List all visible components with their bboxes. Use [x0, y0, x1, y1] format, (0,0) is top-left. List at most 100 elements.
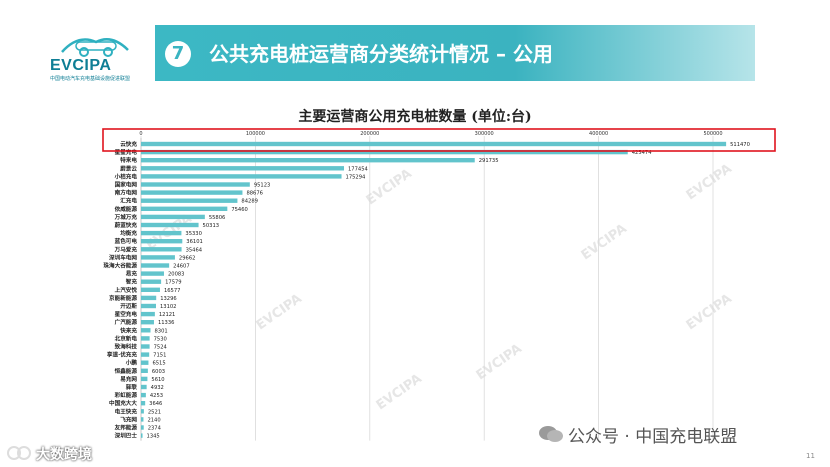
category-label: 驿联: [126, 383, 138, 391]
value-label: 36101: [186, 239, 203, 245]
bar: [141, 433, 143, 438]
wechat-account: 公众号 · 中国充电联盟: [568, 427, 738, 447]
bar: [141, 328, 151, 333]
source-mark: 大数跨境: [36, 447, 92, 463]
category-label: 电王快充: [115, 407, 138, 415]
value-label: 175294: [346, 174, 367, 180]
value-label: 95123: [254, 183, 271, 189]
bar: [141, 384, 147, 390]
x-tick-label: 200000: [360, 131, 379, 137]
category-label: 蔚蓝快充: [115, 221, 138, 229]
value-label: 13296: [160, 296, 177, 302]
category-label: 小鹏: [126, 359, 138, 367]
bar: [141, 222, 199, 228]
bar: [141, 344, 150, 349]
category-label: 均衡充: [120, 229, 137, 237]
x-tick-label: 500000: [703, 131, 722, 137]
bar: [141, 158, 475, 163]
category-label: 星空充电: [115, 310, 138, 318]
value-label: 177454: [348, 166, 369, 172]
category-label: 快来充: [120, 326, 137, 334]
bar: [141, 401, 146, 406]
section-number-badge: 7: [165, 41, 191, 67]
value-label: 511470: [730, 142, 750, 148]
category-label: 友邦能源: [115, 424, 138, 432]
bar: [141, 352, 150, 357]
value-label: 1345: [147, 434, 160, 440]
bar: [141, 198, 238, 203]
bar: [141, 311, 155, 317]
logo-subtitle: 中国电动汽车充电基础设施促进联盟: [50, 76, 131, 82]
category-label: 南方电网: [115, 189, 138, 197]
page-number: 11: [806, 452, 815, 460]
x-tick-label: 300000: [475, 131, 494, 137]
bar: [141, 417, 144, 422]
category-label: 彩虹能源: [114, 391, 138, 399]
value-label: 29662: [179, 255, 196, 261]
bar: [141, 214, 205, 220]
category-label: 依威能源: [115, 205, 138, 213]
value-label: 11336: [158, 320, 175, 326]
value-label: 75460: [231, 207, 248, 213]
highlight-box: [102, 128, 776, 152]
value-label: 13102: [160, 304, 177, 310]
x-tick-label: 400000: [589, 131, 608, 137]
bar: [141, 174, 342, 179]
value-label: 425474: [632, 150, 653, 156]
value-label: 7524: [154, 345, 168, 351]
bar: [141, 271, 164, 276]
evcipa-logo: [61, 38, 129, 57]
category-label: 易充网: [119, 375, 137, 383]
category-label: 万城万充: [114, 213, 138, 221]
watermark: EVCIPA: [254, 291, 305, 333]
watermark: EVCIPA: [364, 166, 415, 208]
x-tick-label: 100000: [246, 131, 265, 137]
value-label: 20083: [168, 272, 185, 278]
bar: [141, 247, 182, 252]
category-label: 星星充电: [115, 148, 138, 156]
logo-text: EVCIPA: [50, 57, 112, 74]
category-label: 京能新能源: [109, 294, 137, 302]
value-label: 291735: [479, 158, 499, 164]
bar: [141, 336, 150, 341]
x-tick-label: 0: [139, 131, 142, 137]
value-label: 2140: [147, 417, 160, 423]
value-label: 35330: [185, 231, 202, 237]
category-label: 小桔充电: [115, 172, 138, 180]
category-label: 中国充大大: [109, 399, 137, 407]
value-label: 4253: [150, 393, 163, 399]
category-label: 飞充网: [120, 415, 137, 423]
value-label: 7530: [154, 336, 167, 342]
chart-title: 主要运营商公用充电桩数量 (单位:台): [298, 109, 532, 125]
bar: [141, 368, 148, 373]
bar: [141, 287, 160, 292]
bar: [141, 141, 727, 147]
bar: [141, 279, 162, 284]
bar: [141, 409, 144, 414]
value-label: 88676: [246, 191, 263, 197]
category-label: 享道·优充充: [107, 351, 138, 359]
dashu-logo-icon: [7, 446, 31, 460]
value-label: 84289: [241, 199, 258, 205]
category-label: 万马爱充: [114, 245, 138, 253]
value-label: 35464: [186, 247, 203, 253]
category-label: 上汽安悦: [115, 286, 138, 294]
bar: [141, 320, 154, 325]
bar: [141, 425, 144, 430]
watermark: EVCIPA: [684, 161, 735, 203]
bar: [141, 303, 156, 309]
value-label: 2521: [148, 409, 161, 415]
watermark: EVCIPA: [474, 341, 525, 383]
value-label: 8301: [154, 328, 167, 334]
category-label: 易充: [125, 270, 138, 278]
bar: [141, 190, 243, 195]
section-banner: [155, 25, 755, 81]
value-label: 5610: [151, 377, 164, 383]
category-label: 智充: [126, 278, 138, 286]
value-label: 4932: [151, 385, 164, 391]
bar: [141, 230, 182, 236]
value-label: 3646: [149, 401, 162, 407]
value-label: 7151: [153, 353, 166, 359]
category-label: 深圳巴士: [115, 432, 138, 440]
category-label: 珠海大谷能源: [103, 262, 137, 270]
